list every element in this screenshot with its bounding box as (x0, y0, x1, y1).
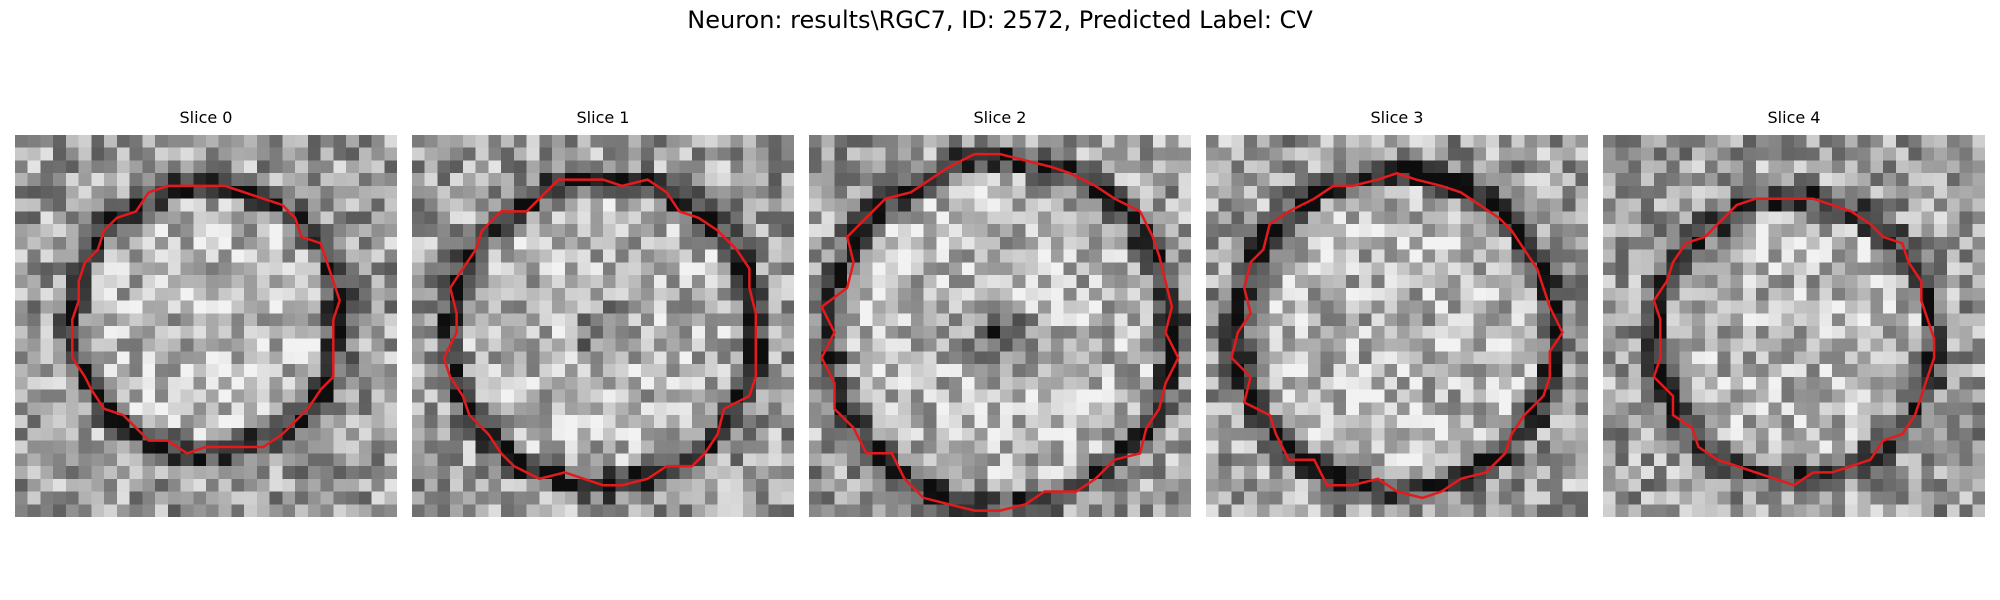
contour-line (1652, 197, 1936, 487)
pixel-grid (1206, 135, 1588, 517)
slice-title: Slice 2 (973, 108, 1027, 127)
contour-line (71, 184, 342, 455)
slice-image-1 (412, 135, 794, 517)
slice-image-2 (809, 135, 1191, 517)
slice-panel-4: Slice 4 (1603, 105, 1985, 517)
slice-title: Slice 4 (1767, 108, 1821, 127)
contour-line (1230, 171, 1564, 500)
slice-image-3 (1206, 135, 1588, 517)
slice-title: Slice 3 (1370, 108, 1424, 127)
slice-title: Slice 1 (576, 108, 630, 127)
slice-panel-1: Slice 1 (412, 105, 794, 517)
pixel-grid (809, 135, 1191, 517)
slice-panel-3: Slice 3 (1206, 105, 1588, 517)
slice-image-4 (1603, 135, 1985, 517)
figure-title: Neuron: results\RGC7, ID: 2572, Predicte… (687, 6, 1313, 34)
pixel-grid (1603, 135, 1985, 517)
slice-image-0 (15, 135, 397, 517)
slice-panel-0: Slice 0 (15, 105, 397, 517)
slice-title: Slice 0 (179, 108, 233, 127)
slice-panel-2: Slice 2 (809, 105, 1191, 517)
pixel-grid (15, 135, 397, 517)
contour-line (820, 152, 1180, 512)
contour-line (442, 178, 758, 487)
pixel-grid (412, 135, 794, 517)
